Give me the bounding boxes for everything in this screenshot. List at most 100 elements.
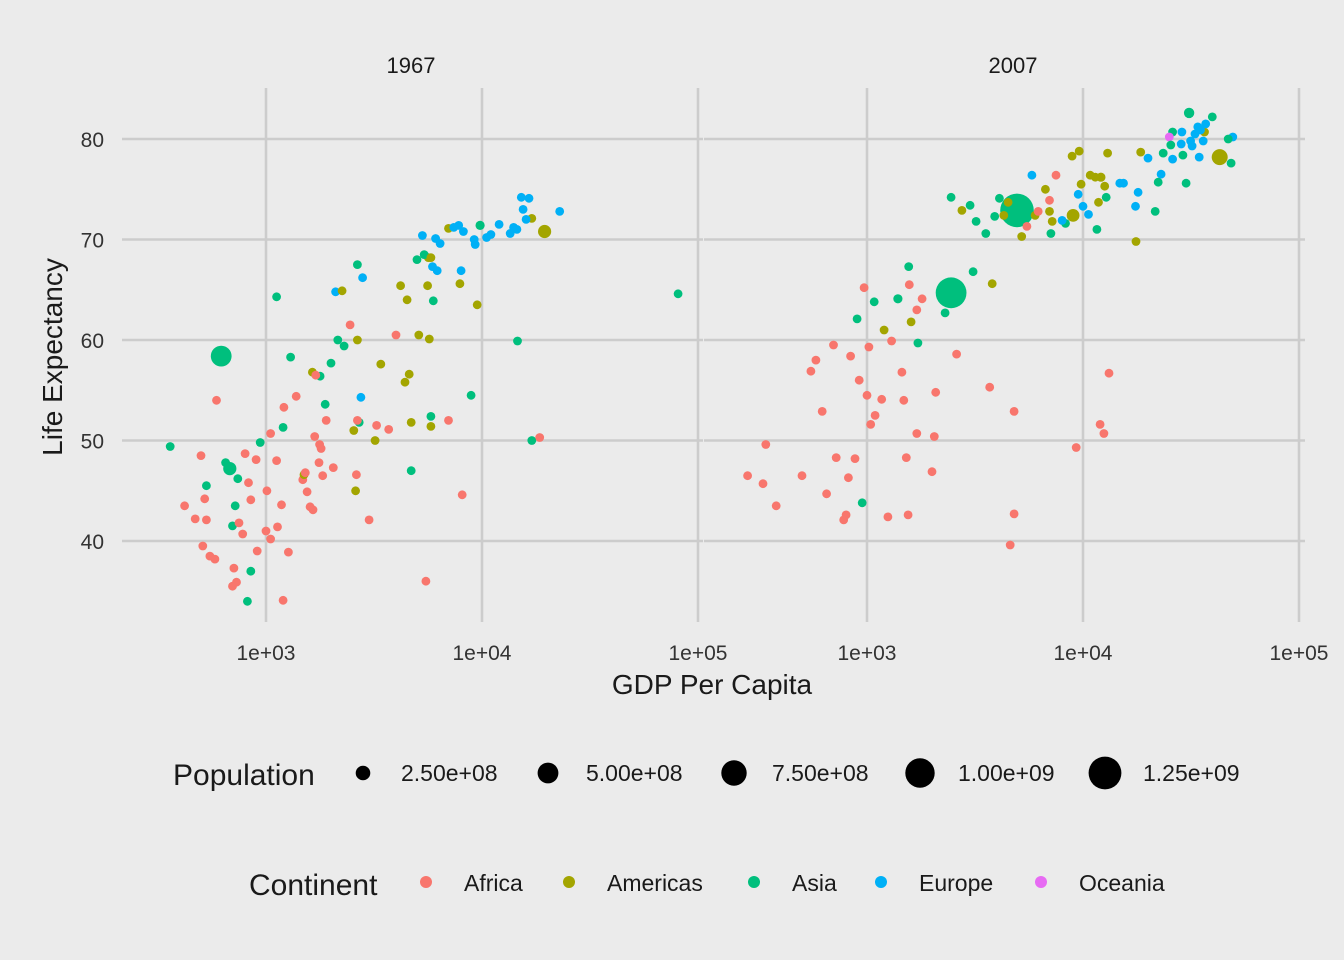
data-point: [897, 367, 907, 377]
data-point: [302, 487, 312, 497]
data-point: [1003, 197, 1013, 207]
data-point: [985, 382, 995, 392]
data-point: [1153, 177, 1163, 187]
data-point: [278, 595, 288, 605]
data-point: [841, 510, 851, 520]
data-point: [246, 495, 256, 505]
continent-key-label: Europe: [919, 870, 993, 896]
data-point: [328, 463, 338, 472]
population-legend-title: Population: [173, 759, 315, 792]
y-tick-label: 80: [81, 129, 104, 152]
data-point: [1136, 147, 1146, 157]
data-point: [353, 260, 362, 269]
data-point: [384, 425, 394, 434]
data-point: [305, 502, 315, 512]
data-point: [1181, 178, 1191, 188]
data-point: [935, 277, 967, 309]
data-point: [931, 387, 941, 397]
data-point: [1177, 127, 1187, 137]
data-point: [1176, 139, 1186, 149]
data-point: [261, 526, 271, 536]
data-point: [320, 399, 330, 409]
data-point: [251, 455, 261, 464]
data-point: [1101, 192, 1111, 202]
data-point: [459, 227, 468, 236]
x-tick-label: 1e+05: [669, 642, 728, 665]
data-point: [278, 423, 288, 432]
continent-key-label: Africa: [464, 870, 523, 896]
data-point: [345, 320, 355, 330]
data-point: [971, 217, 981, 226]
x-tick-label: 1e+03: [237, 642, 296, 665]
data-point: [234, 518, 244, 528]
data-point: [509, 223, 518, 232]
data-point: [822, 489, 831, 499]
data-point: [1085, 170, 1095, 180]
data-point: [243, 596, 252, 606]
data-point: [771, 501, 781, 511]
data-point: [1095, 420, 1105, 429]
data-point: [1027, 170, 1037, 180]
data-point: [1201, 119, 1211, 129]
data-point: [349, 426, 359, 435]
data-point: [1193, 122, 1203, 132]
data-point: [1156, 169, 1166, 179]
data-point: [1158, 148, 1168, 158]
data-point: [404, 369, 414, 379]
data-point: [758, 479, 768, 489]
data-point: [423, 281, 432, 291]
data-point: [414, 330, 424, 340]
data-point: [165, 442, 175, 451]
y-tick-label: 50: [81, 431, 104, 454]
continent-key-dot: [748, 876, 760, 888]
data-point: [811, 355, 821, 365]
data-point: [857, 498, 867, 508]
data-point: [238, 529, 248, 539]
data-point: [1223, 134, 1233, 144]
population-key-label: 5.00e+08: [586, 760, 683, 786]
data-point: [859, 283, 869, 293]
data-point: [190, 514, 200, 524]
data-point: [797, 471, 807, 481]
data-point: [1092, 225, 1102, 234]
data-point: [229, 563, 239, 573]
data-point: [232, 577, 241, 587]
data-point: [310, 432, 320, 441]
data-point: [965, 200, 975, 210]
data-point: [331, 287, 340, 297]
population-key-circle: [905, 758, 935, 788]
data-point: [428, 262, 437, 271]
data-point: [421, 576, 431, 586]
x-tick-label: 1e+04: [1054, 642, 1113, 665]
data-point: [428, 296, 438, 306]
data-point: [406, 418, 416, 427]
data-point: [1084, 210, 1093, 219]
data-point: [929, 432, 939, 441]
data-point: [455, 279, 465, 289]
data-point: [912, 429, 922, 438]
continent-key-label: Asia: [792, 870, 837, 896]
data-point: [315, 440, 324, 449]
y-tick-label: 40: [81, 531, 104, 554]
data-point: [240, 449, 250, 458]
data-point: [521, 215, 531, 224]
data-point: [262, 486, 272, 496]
data-point: [524, 193, 534, 203]
data-point: [457, 490, 467, 500]
data-point: [535, 433, 545, 442]
data-point: [196, 451, 206, 460]
data-point: [1078, 201, 1088, 211]
data-point: [870, 411, 880, 420]
data-point: [279, 402, 289, 412]
data-point: [198, 541, 208, 551]
data-point: [284, 547, 293, 557]
x-tick-label: 1e+03: [838, 642, 897, 665]
population-legend: Population 2.50e+08 5.00e+08 7.50e+08 1.00e…: [173, 756, 1240, 792]
data-point: [337, 286, 347, 296]
data-point: [326, 358, 336, 368]
data-point: [1178, 150, 1188, 160]
data-point: [555, 207, 565, 216]
data-point: [424, 334, 434, 344]
data-point: [904, 262, 914, 271]
data-point: [351, 486, 360, 496]
